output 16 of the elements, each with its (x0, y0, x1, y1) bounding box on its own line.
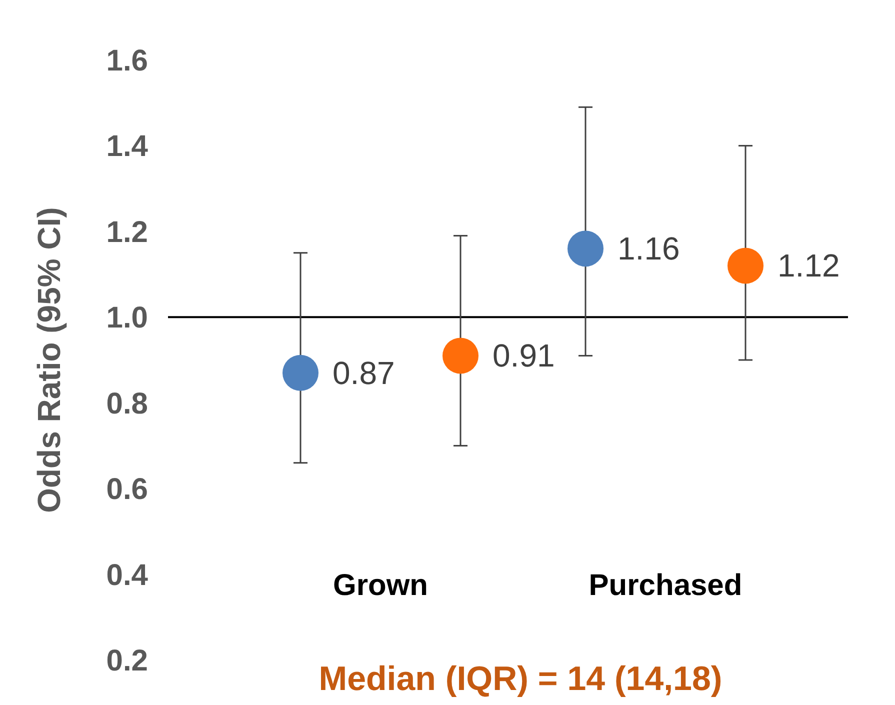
data-label: 0.87 (332, 354, 395, 391)
data-label: 1.12 (778, 248, 840, 284)
y-tick-label: 0.8 (106, 387, 148, 420)
y-tick-label: 0.2 (106, 644, 148, 678)
y-tick-label: 0.6 (106, 473, 148, 506)
y-axis-title: Odds Ratio (95% CI) (31, 207, 67, 513)
y-tick-label: 1.6 (106, 44, 148, 78)
x-tick-label: Grown (333, 568, 428, 602)
annotation: Median (IQR) = 14 (14,18) (318, 660, 722, 698)
y-tick-label: 1.0 (106, 302, 148, 335)
y-tick-label: 1.2 (106, 216, 148, 249)
data-label: 1.16 (618, 230, 680, 267)
data-label: 0.91 (492, 338, 555, 374)
x-tick-label: Purchased (588, 568, 742, 602)
y-tick-label: 1.4 (106, 130, 148, 164)
y-tick-label: 0.4 (106, 558, 148, 592)
